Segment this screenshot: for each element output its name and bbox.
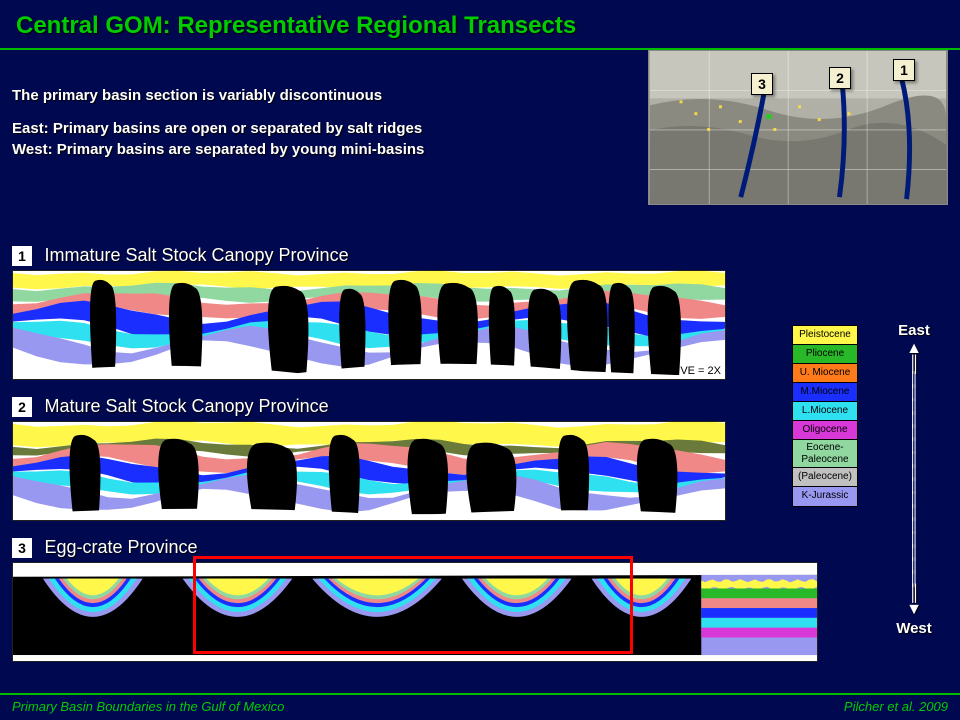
stratigraphy-legend: PleistocenePlioceneU. MioceneM.MioceneL.… [792, 325, 858, 507]
footer: Primary Basin Boundaries in the Gulf of … [0, 693, 960, 720]
desc-line-2: East: Primary basins are open or separat… [12, 118, 424, 139]
arrow-up-icon: ▲║ [880, 341, 948, 373]
legend-pliocene: Pliocene [793, 345, 857, 364]
locator-marker-3: 3 [751, 73, 773, 95]
section-3: 3 Egg-crate Province [12, 537, 818, 662]
orientation-indicator: East ▲║ ║║║║║║║║║║║║║║║║ ║▼ West [880, 320, 948, 639]
legend--paleocene-: (Paleocene) [793, 468, 857, 487]
section-title: Egg-crate Province [44, 537, 197, 557]
shaft-icon: ║║║║║║║║║║║║║║║║ [880, 373, 948, 586]
section-number: 3 [12, 538, 32, 558]
legend-eocene-paleocene: Eocene- Paleocene [793, 440, 857, 468]
west-label: West [880, 620, 948, 637]
east-label: East [880, 322, 948, 339]
legend-oligocene: Oligocene [793, 421, 857, 440]
legend-k-jurassic: K-Jurassic [793, 487, 857, 506]
legend-pleistocene: Pleistocene [793, 326, 857, 345]
footer-right: Pilcher et al. 2009 [844, 699, 948, 714]
section-title: Immature Salt Stock Canopy Province [44, 245, 348, 265]
legend-m-miocene: M.Miocene [793, 383, 857, 402]
section-number: 2 [12, 397, 32, 417]
legend-u-miocene: U. Miocene [793, 364, 857, 383]
ve-label: VE = 2X [680, 365, 721, 377]
desc-line-1: The primary basin section is variably di… [12, 85, 424, 106]
section-1: 1 Immature Salt Stock Canopy Province VE… [12, 245, 726, 380]
section-2: 2 Mature Salt Stock Canopy Province [12, 396, 726, 521]
locator-map: 3 2 1 [648, 50, 948, 205]
locator-marker-2: 2 [829, 67, 851, 89]
title-bar: Central GOM: Representative Regional Tra… [0, 0, 960, 48]
cross-section-3 [12, 562, 818, 662]
cross-section-2 [12, 421, 726, 521]
footer-left: Primary Basin Boundaries in the Gulf of … [12, 699, 284, 714]
cross-section-1: VE = 2X [12, 270, 726, 380]
section-title: Mature Salt Stock Canopy Province [44, 396, 328, 416]
desc-line-3: West: Primary basins are separated by yo… [12, 139, 424, 160]
content-area: The primary basin section is variably di… [0, 50, 960, 74]
legend-l-miocene: L.Miocene [793, 402, 857, 421]
section-number: 1 [12, 246, 32, 266]
description-block: The primary basin section is variably di… [12, 85, 424, 172]
arrow-down-icon: ║▼ [880, 586, 948, 618]
locator-marker-1: 1 [893, 59, 915, 81]
page-title: Central GOM: Representative Regional Tra… [16, 12, 960, 40]
